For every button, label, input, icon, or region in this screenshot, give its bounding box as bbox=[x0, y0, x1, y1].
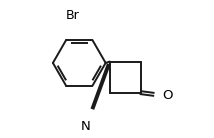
Text: O: O bbox=[162, 89, 172, 102]
Text: Br: Br bbox=[66, 9, 79, 22]
Text: N: N bbox=[81, 120, 91, 133]
